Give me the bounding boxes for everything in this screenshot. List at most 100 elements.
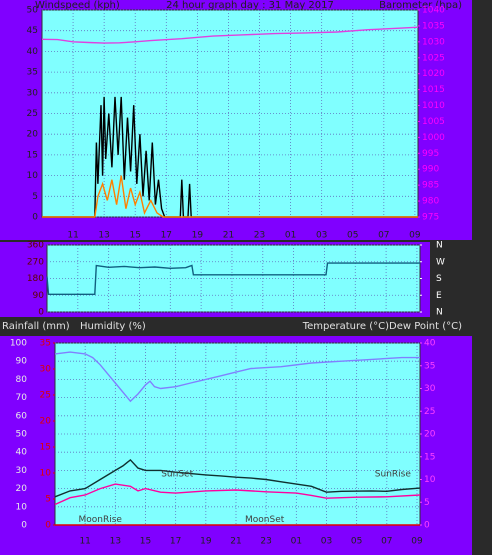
- y2-tick-label: 35: [424, 361, 435, 371]
- y-tick-label: 5: [32, 192, 38, 202]
- y2-tick-label: 1000: [422, 133, 445, 143]
- y2-tick-label: 1010: [422, 101, 445, 111]
- y2-tick-label: 975: [422, 213, 439, 223]
- x-tick-label: 03: [316, 231, 327, 241]
- y-tick-label: 20: [16, 484, 28, 494]
- x-tick-label: 23: [260, 537, 271, 547]
- y2-tick-label: 40: [424, 339, 436, 349]
- y-tick-label: 30: [27, 88, 39, 98]
- y-tick-label: 100: [10, 339, 27, 349]
- x-tick-label: 07: [381, 537, 392, 547]
- x-tick-label: 15: [140, 537, 151, 547]
- y2-tick-label: S: [436, 274, 442, 284]
- series-line: [42, 175, 418, 218]
- y-tick-label: 80: [16, 375, 28, 385]
- x-tick-label: 21: [230, 537, 241, 547]
- y2-tick-label: 0: [424, 521, 430, 531]
- y-tick-label: 45: [27, 26, 38, 36]
- y2-tick-label: 1015: [422, 85, 445, 95]
- y2-tick-label: 15: [424, 452, 435, 462]
- y-tick-label: 10: [27, 171, 39, 181]
- y2-tick-label: 1040: [422, 6, 445, 16]
- plot-area: [41, 9, 419, 218]
- series-line: [41, 26, 419, 44]
- y-axis-label: Windspeed (kph): [35, 0, 120, 11]
- y-tick-label: 90: [16, 357, 28, 367]
- y-tick-label: 15: [27, 150, 38, 160]
- y2-tick-label: 5: [424, 498, 430, 508]
- y3-tick-label: 30: [40, 365, 52, 375]
- x-tick-label: 01: [291, 537, 302, 547]
- y2-axis-label: Barometer (hpa): [379, 0, 462, 11]
- y-tick-label: 40: [27, 47, 39, 57]
- x-tick-label: 09: [409, 231, 421, 241]
- y3-tick-label: 35: [40, 339, 51, 349]
- x-tick-label: 05: [351, 537, 362, 547]
- y3-tick-label: 20: [40, 417, 52, 427]
- x-tick-label: 17: [161, 231, 172, 241]
- x-tick-label: 05: [347, 231, 358, 241]
- x-tick-label: 23: [254, 231, 265, 241]
- y2-tick-label: 990: [422, 165, 439, 175]
- x-tick-label: 01: [285, 231, 296, 241]
- y2-axis-label: Temperature (°C)Dew Point (°C): [302, 321, 462, 332]
- y2-tick-label: 985: [422, 181, 439, 191]
- y2-tick-label: 10: [424, 475, 436, 485]
- y2-tick-label: E: [436, 291, 442, 301]
- y3-axis-label: Rainfall (mm): [2, 321, 70, 332]
- x-tick-label: 19: [192, 231, 204, 241]
- y-tick-label: 0: [32, 213, 38, 223]
- y-tick-label: 30: [16, 466, 28, 476]
- y-tick-label: 10: [16, 502, 28, 512]
- y-tick-label: 360: [27, 241, 44, 251]
- y2-tick-label: 995: [422, 149, 439, 159]
- series-line: [46, 262, 420, 295]
- y2-tick-label: N: [436, 308, 443, 318]
- x-tick-label: 19: [200, 537, 212, 547]
- x-tick-label: 07: [378, 231, 389, 241]
- y2-tick-label: 30: [424, 384, 436, 394]
- x-tick-label: 13: [98, 231, 109, 241]
- y2-tick-label: N: [436, 241, 443, 251]
- y-tick-label: 0: [21, 521, 27, 531]
- y-tick-label: 180: [27, 274, 44, 284]
- y2-tick-label: 980: [422, 197, 439, 207]
- y-tick-label: 70: [16, 393, 28, 403]
- y3-tick-label: 15: [40, 443, 51, 453]
- x-tick-label: 21: [223, 231, 234, 241]
- y-tick-label: 60: [16, 411, 28, 421]
- y-axis-label: Humidity (%): [80, 321, 146, 332]
- annotation: SunSet: [161, 470, 193, 480]
- y-tick-label: 35: [27, 68, 38, 78]
- x-tick-label: 03: [321, 537, 332, 547]
- y-tick-label: 50: [27, 6, 39, 16]
- y-tick-label: 270: [27, 257, 44, 267]
- series-line: [54, 351, 420, 403]
- y3-tick-label: 10: [40, 469, 52, 479]
- series-line: [54, 483, 421, 506]
- annotation: MoonSet: [245, 515, 285, 525]
- y3-tick-label: 25: [40, 391, 51, 401]
- y3-tick-label: 0: [45, 521, 51, 531]
- y2-tick-label: 20: [424, 430, 436, 440]
- y-tick-label: 20: [27, 130, 39, 140]
- x-tick-label: 13: [110, 537, 121, 547]
- y2-tick-label: 1005: [422, 117, 445, 127]
- series-line: [42, 96, 418, 218]
- y3-tick-label: 5: [45, 495, 51, 505]
- y2-tick-label: 1035: [422, 21, 445, 31]
- x-tick-label: 11: [79, 537, 90, 547]
- y2-tick-label: 25: [424, 407, 435, 417]
- y-tick-label: 25: [27, 109, 38, 119]
- y2-tick-label: 1030: [422, 37, 445, 47]
- x-tick-label: 15: [129, 231, 140, 241]
- y-tick-label: 0: [38, 308, 44, 318]
- x-tick-label: 17: [170, 537, 181, 547]
- annotation: SunRise: [375, 470, 412, 480]
- y-tick-label: 50: [16, 430, 28, 440]
- annotation: MoonRise: [79, 515, 123, 525]
- y-tick-label: 90: [33, 291, 45, 301]
- y2-tick-label: W: [436, 257, 445, 267]
- x-tick-label: 11: [67, 231, 78, 241]
